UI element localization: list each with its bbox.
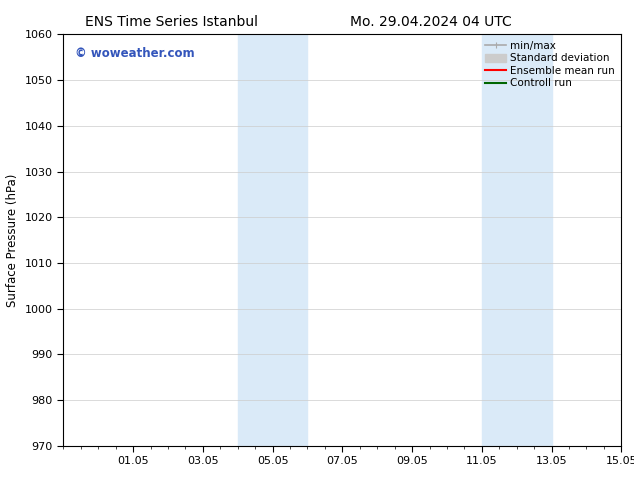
Y-axis label: Surface Pressure (hPa): Surface Pressure (hPa)	[6, 173, 19, 307]
Legend: min/max, Standard deviation, Ensemble mean run, Controll run: min/max, Standard deviation, Ensemble me…	[482, 37, 618, 92]
Bar	[238, 34, 307, 446]
Text: ENS Time Series Istanbul: ENS Time Series Istanbul	[85, 15, 257, 29]
Bar	[482, 34, 552, 446]
Text: Mo. 29.04.2024 04 UTC: Mo. 29.04.2024 04 UTC	[350, 15, 512, 29]
Text: © woweather.com: © woweather.com	[75, 47, 194, 60]
